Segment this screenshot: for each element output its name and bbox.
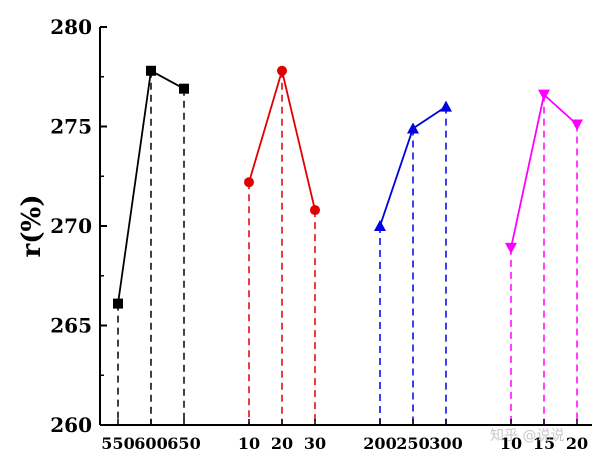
data-point xyxy=(407,122,419,134)
x-tick-label: 15 xyxy=(533,434,555,453)
data-point xyxy=(538,89,550,101)
y-tick-label: 260 xyxy=(50,413,92,437)
data-point xyxy=(113,298,123,309)
y-axis-title: r(%) xyxy=(17,194,47,257)
y-tick-label: 265 xyxy=(50,314,92,338)
watermark: 知乎 @说说 xyxy=(490,427,564,444)
data-point xyxy=(310,205,320,216)
y-tick-label: 270 xyxy=(50,214,92,238)
data-point xyxy=(146,65,156,76)
y-tick-label: 275 xyxy=(50,115,92,139)
x-tick-label: 10 xyxy=(500,434,522,453)
series-line xyxy=(248,67,316,211)
x-tick-label: 10 xyxy=(238,434,260,453)
series-group-2: 10 20 30 xyxy=(238,65,326,453)
x-tick-label: 20 xyxy=(566,434,588,453)
data-point xyxy=(440,100,452,112)
x-tick-label: 650 xyxy=(167,434,200,453)
data-point xyxy=(244,177,254,188)
x-tick-label: 250 xyxy=(396,434,429,453)
x-tick-label: 30 xyxy=(304,434,326,453)
data-point xyxy=(277,65,287,76)
x-tick-label: 600 xyxy=(134,434,167,453)
x-tick-label: 550 xyxy=(101,434,134,453)
series-group-1: 550 600 650 xyxy=(101,65,201,453)
data-point xyxy=(505,242,517,254)
data-point xyxy=(374,220,386,231)
x-tick-label: 300 xyxy=(429,434,462,453)
x-tick-label: 200 xyxy=(363,434,396,453)
data-point xyxy=(179,83,189,94)
data-point xyxy=(571,119,583,131)
series-group-4: 10 15 20 xyxy=(500,89,588,453)
y-tick-label: 280 xyxy=(50,15,92,39)
plot-area: 260 265 270 275 280 550 600 650 10 20 30 200 250 300 1… xyxy=(50,15,592,453)
series-group-3: 200 250 300 xyxy=(363,100,463,453)
x-tick-label: 20 xyxy=(271,434,293,453)
